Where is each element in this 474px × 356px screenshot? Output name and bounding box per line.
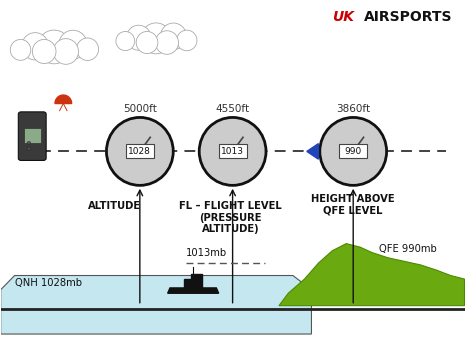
Ellipse shape [160, 23, 186, 49]
Polygon shape [184, 274, 202, 288]
Ellipse shape [32, 40, 56, 63]
Polygon shape [0, 276, 311, 334]
Ellipse shape [59, 30, 87, 59]
Ellipse shape [141, 23, 171, 54]
Text: QNH 1028mb: QNH 1028mb [15, 278, 82, 288]
Text: AIRSPORTS: AIRSPORTS [364, 10, 452, 23]
Text: 4550ft: 4550ft [216, 104, 250, 114]
Ellipse shape [76, 38, 99, 61]
Polygon shape [168, 288, 219, 293]
Text: 1013mb: 1013mb [186, 248, 228, 258]
Ellipse shape [107, 117, 173, 185]
Ellipse shape [116, 31, 135, 51]
Text: 3860ft: 3860ft [336, 104, 370, 114]
Ellipse shape [320, 117, 387, 185]
Polygon shape [307, 143, 319, 159]
Ellipse shape [53, 39, 79, 64]
FancyBboxPatch shape [219, 144, 246, 158]
Circle shape [27, 147, 31, 150]
Text: FL – FLIGHT LEVEL
(PRESSURE
ALTITUDE): FL – FLIGHT LEVEL (PRESSURE ALTITUDE) [179, 201, 282, 234]
Ellipse shape [10, 40, 31, 60]
Ellipse shape [127, 25, 151, 50]
Text: 1028: 1028 [128, 147, 151, 156]
Text: UK: UK [332, 10, 355, 23]
FancyBboxPatch shape [339, 144, 367, 158]
Ellipse shape [37, 30, 71, 64]
Polygon shape [279, 244, 465, 306]
Circle shape [27, 141, 31, 144]
Text: QFE 990mb: QFE 990mb [379, 244, 437, 254]
Ellipse shape [177, 30, 197, 51]
Text: 1013: 1013 [221, 147, 244, 156]
Polygon shape [55, 95, 72, 104]
FancyBboxPatch shape [24, 128, 41, 143]
Text: ALTITUDE: ALTITUDE [88, 201, 141, 211]
Ellipse shape [155, 31, 179, 54]
Text: 5000ft: 5000ft [123, 104, 157, 114]
Ellipse shape [199, 117, 266, 185]
Text: 990: 990 [345, 147, 362, 156]
Ellipse shape [22, 33, 48, 60]
FancyBboxPatch shape [126, 144, 154, 158]
FancyBboxPatch shape [18, 112, 46, 161]
Text: HEIGHT ABOVE
QFE LEVEL: HEIGHT ABOVE QFE LEVEL [311, 194, 395, 215]
Ellipse shape [136, 31, 158, 53]
